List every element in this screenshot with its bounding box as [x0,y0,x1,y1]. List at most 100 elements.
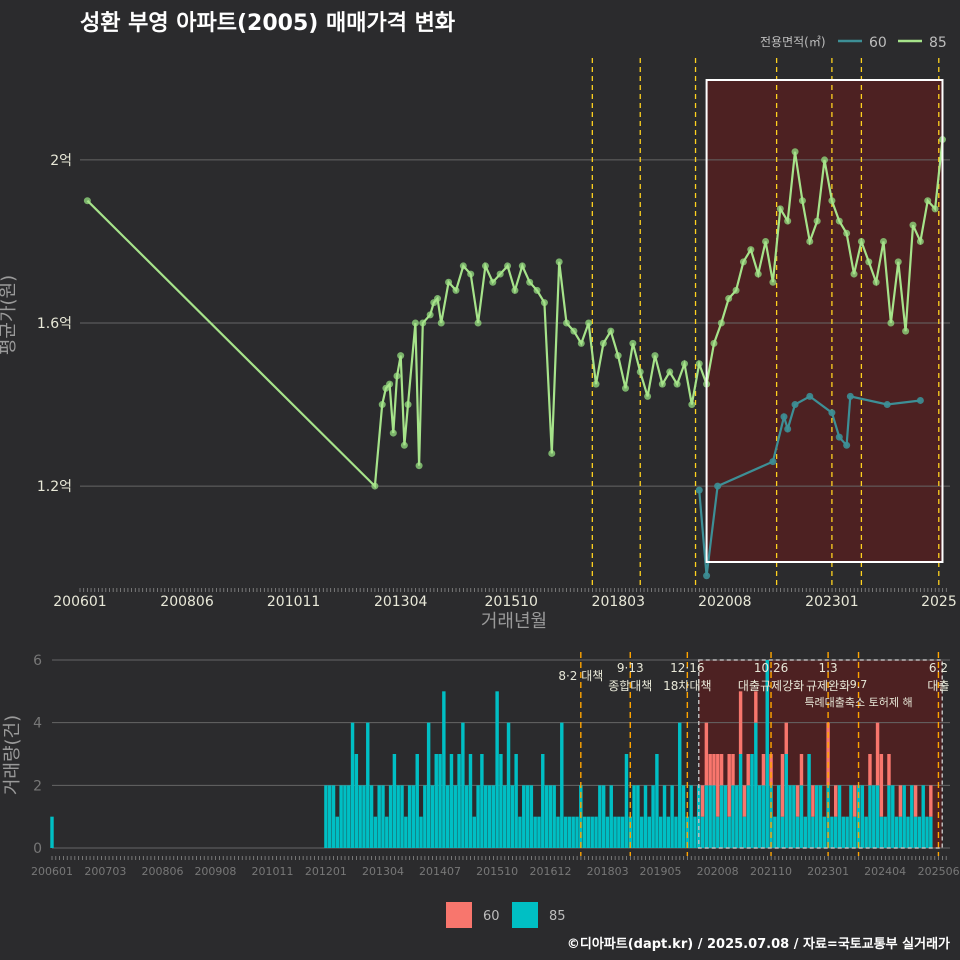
bar-85 [913,816,918,848]
bar-85 [921,785,925,848]
volume-x-tick-label: 201510 [476,865,518,878]
bar-85 [483,785,488,848]
bar-85 [457,754,461,848]
bar-85 [461,722,465,848]
volume-x-tick-label: 201803 [587,865,629,878]
volume-x-tick-label: 201011 [252,865,294,878]
price-y-axis: 1.2억 1.6억 2억 [37,153,72,495]
bar-85 [708,785,712,848]
bar-85 [655,754,659,848]
bar-85 [837,785,842,848]
policy-annotation-date: 12·16 [670,661,704,675]
bar-85 [438,754,442,848]
bar-85 [381,785,385,848]
volume-x-tick-label: 201407 [419,865,461,878]
bar-60 [700,785,705,817]
policy-annotation: 8·2 대책 [558,668,603,683]
price-x-tick-label: 202008 [698,594,751,610]
bar-85 [525,785,530,848]
bar-85 [331,785,336,848]
bar-85 [495,691,499,848]
bar-60 [719,754,724,786]
bar-60 [761,754,766,786]
bar-85 [898,816,903,848]
bar-85 [814,785,819,848]
bar-85 [887,785,891,848]
bar-85 [472,816,477,848]
price-x-tick-label: 201011 [267,594,320,610]
bar-85 [426,722,431,848]
bar-85 [807,754,811,848]
bar-85 [674,816,678,848]
volume-legend: 60 85 [446,902,566,928]
volume-y-axis-title: 거래량(건) [2,715,23,795]
bar-85 [647,816,652,848]
bar-85 [697,785,701,848]
volume-x-tick-label: 202008 [697,865,739,878]
volume-chart: 8·2 대책 9·13 종합대책 12·16 18차대책 10.26 대출규제강화 1.3 규제… [2,652,960,878]
bar-85 [773,816,777,848]
bar-85 [727,816,731,848]
volume-policy-lines [580,652,940,856]
policy-annotation-text: 특례대출축소 토허제 해 [804,695,912,709]
bar-85 [388,785,393,848]
price-x-tick-label: 202301 [805,594,858,610]
bar-85 [396,785,400,848]
bar-85 [563,816,568,848]
bar-85 [560,722,564,848]
point-60 [695,486,703,494]
bar-60 [727,754,731,817]
bar-85 [476,785,480,848]
bar-60 [799,754,804,786]
bar-85 [354,754,359,848]
price-y-axis-title: 평균가(원) [0,275,19,355]
bar-85 [666,816,671,848]
bar-60 [704,722,709,786]
bar-85 [453,785,457,848]
bar-85 [845,816,849,848]
policy-annotation-text: 18차대책 [663,678,711,693]
bar-85 [788,785,792,848]
bar-85 [373,816,378,848]
bar-85 [917,816,922,848]
volume-x-tick-label: 202110 [750,865,792,878]
bar-85 [499,754,503,848]
volume-x-tick-label: 202301 [807,865,849,878]
volume-legend-85-swatch [512,902,538,928]
bar-85 [879,816,884,848]
bar-85 [712,785,716,848]
bar-85 [670,785,674,848]
bar-85 [868,785,872,848]
volume-y-axis: 0 2 4 6 [33,653,42,857]
footer-credit: ©디아파트(dapt.kr) / 2025.07.08 / 자료=국토교통부 실… [567,936,950,952]
bar-85 [689,785,693,848]
bar-85 [601,785,606,848]
bar-85 [818,785,823,848]
bar-85 [678,722,682,848]
price-marks [83,136,946,580]
volume-highlight-border [698,659,943,849]
volume-y-tick-label: 6 [33,653,42,669]
price-y-tick-label: 2억 [50,153,72,169]
volume-x-tick-label: 200703 [84,865,126,878]
price-x-tick-label: 200601 [53,594,106,610]
bar-85 [362,785,366,848]
bar-85 [491,785,496,848]
bar-85 [50,816,54,848]
bar-60 [742,785,747,817]
price-x-tick-label: 201304 [374,594,428,610]
bar-85 [906,816,910,848]
bar-85 [506,722,511,848]
bar-85 [411,785,416,848]
bar-85 [780,816,785,848]
chart-title: 성환 부영 아파트(2005) 매매가격 변화 [80,11,455,36]
bar-85 [590,816,594,848]
bar-85 [605,816,610,848]
bar-85 [544,785,549,848]
bar-85 [700,816,705,848]
bar-85 [750,754,754,848]
volume-x-axis: 200601 200703 200806 200908 201011 201201 2013… [31,856,960,878]
bar-85 [799,785,804,848]
bar-85 [541,754,545,848]
volume-x-tick-label: 202506 [918,865,960,878]
